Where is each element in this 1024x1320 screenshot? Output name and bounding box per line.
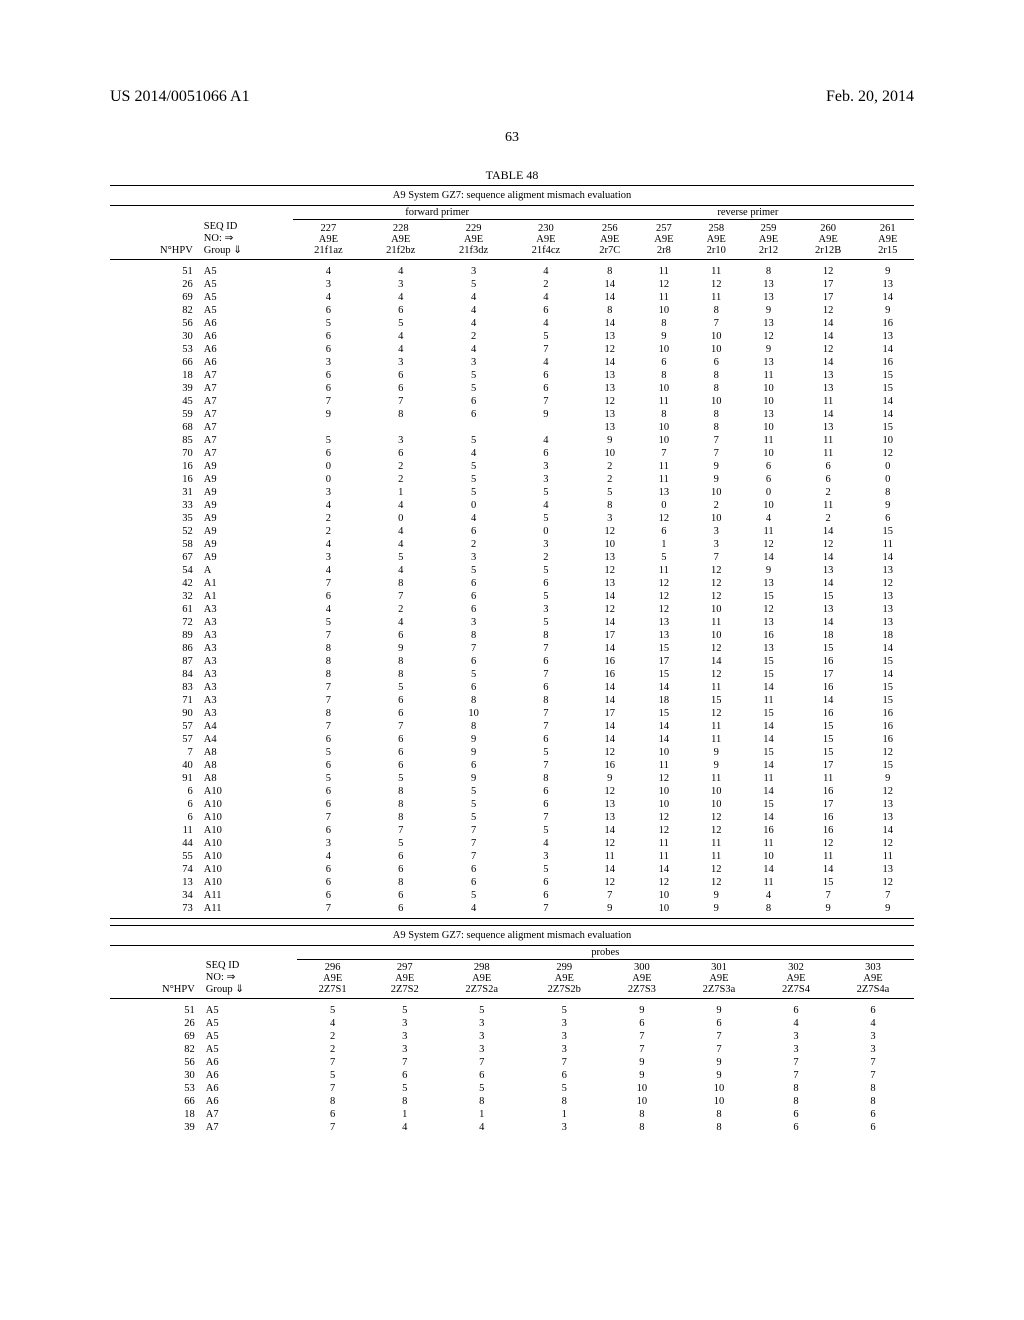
table-row: 67A935321357141414	[110, 551, 914, 564]
table2: probes N°HPV SEQ ID NO: ⇒ Group ⇓ 296A9E…	[110, 946, 914, 1138]
table-row: 7A8569512109151512	[110, 746, 914, 759]
table1: forward primer reverse primer N°HPV SEQ …	[110, 206, 914, 919]
table2-col: 299A9E2Z7S2b	[523, 959, 606, 999]
table-row: 61A34263121210121313	[110, 603, 914, 616]
col2-nhpv: N°HPV	[110, 959, 203, 999]
table-row: 44A103574121111111212	[110, 837, 914, 850]
table-row: 39A774438866	[110, 1121, 914, 1137]
page-number: 63	[0, 130, 1024, 146]
table-row: 68A713108101315	[110, 421, 914, 434]
table-row: 45A77767121110101114	[110, 395, 914, 408]
table-row: 91A855989121111119	[110, 772, 914, 785]
table1-col: 228A9E21f2bz	[364, 220, 437, 260]
table-row: 11A106775141212161614	[110, 824, 914, 837]
table-row: 26A543336644	[110, 1017, 914, 1030]
table-row: 89A37688171310161818	[110, 629, 914, 642]
table-row: 73A1176479109899	[110, 902, 914, 919]
table-label: TABLE 48	[110, 168, 914, 183]
table-row: 90A386107171512151616	[110, 707, 914, 720]
table-row: 34A1166567109477	[110, 889, 914, 902]
table-row: 56A677779977	[110, 1056, 914, 1069]
table-row: 54A445512111291313	[110, 564, 914, 577]
table-row: 56A655441487131416	[110, 317, 914, 330]
table-row: 85A753549107111110	[110, 434, 914, 447]
table2-col: 296A9E2Z7S1	[297, 959, 369, 999]
rev-primer-header: reverse primer	[582, 206, 914, 220]
table-row: 40A8666716119141715	[110, 759, 914, 772]
table-row: 51A555559966	[110, 1004, 914, 1017]
table2-col: 303A9E2Z7S4a	[832, 959, 914, 999]
table-row: 53A67555101088	[110, 1082, 914, 1095]
col2-seqid: SEQ ID NO: ⇒ Group ⇓	[203, 959, 297, 999]
table-row: 84A38857161512151714	[110, 668, 914, 681]
col-seqid: SEQ ID NO: ⇒ Group ⇓	[201, 220, 293, 260]
table-row: 70A766461077101112	[110, 447, 914, 460]
table-row: 30A6642513910121413	[110, 330, 914, 343]
table-row: 53A6644712101091214	[110, 343, 914, 356]
table-row: 6A106856121010141612	[110, 785, 914, 798]
col-nhpv: N°HPV	[110, 220, 201, 260]
doc-date: Feb. 20, 2014	[826, 88, 914, 106]
table1-col: 261A9E2r15	[862, 220, 914, 260]
table1-col: 229A9E21f3dz	[437, 220, 510, 260]
table-row: 82A5664681089129	[110, 304, 914, 317]
table2-col: 298A9E2Z7S2a	[441, 959, 523, 999]
table-row: 66A68888101088	[110, 1095, 914, 1108]
table-row: 66A633341466131416	[110, 356, 914, 369]
table-row: 16A902532119660	[110, 460, 914, 473]
table1-col: 256A9E2r7C	[582, 220, 638, 260]
table2-caption: A9 System GZ7: sequence aligment mismach…	[110, 925, 914, 946]
table-row: 74A106665141412141413	[110, 863, 914, 876]
table-row: 86A38977141512131514	[110, 642, 914, 655]
table-row: 42A17866131212131412	[110, 577, 914, 590]
table-row: 87A38866161714151615	[110, 655, 914, 668]
table2-col: 301A9E2Z7S3a	[678, 959, 760, 999]
table1-col: 257A9E2r8	[638, 220, 690, 260]
fwd-primer-header: forward primer	[293, 206, 582, 220]
doc-number: US 2014/0051066 A1	[110, 88, 250, 106]
table-row: 82A523337733	[110, 1043, 914, 1056]
table-row: 33A9440480210119	[110, 499, 914, 512]
table1-col: 230A9E21f4cz	[510, 220, 582, 260]
table-row: 55A104673111111101111	[110, 850, 914, 863]
table-row: 26A53352141212131713	[110, 278, 914, 291]
table-row: 57A47787141411141516	[110, 720, 914, 733]
table1-col: 258A9E2r10	[690, 220, 742, 260]
table1-col: 260A9E2r12B	[795, 220, 862, 260]
table-row: 18A761118866	[110, 1108, 914, 1121]
table-row: 32A16765141212151513	[110, 590, 914, 603]
table-row: 39A7665613108101315	[110, 382, 914, 395]
table-row: 6A106856131010151713	[110, 798, 914, 811]
probes-header: probes	[297, 946, 914, 960]
table-row: 83A37566141411141615	[110, 681, 914, 694]
table-row: 58A944231013121211	[110, 538, 914, 551]
table2-col: 300A9E2Z7S3	[606, 959, 678, 999]
table-row: 30A656669977	[110, 1069, 914, 1082]
table-row: 57A46696141411141516	[110, 733, 914, 746]
table-row: 16A902532119660	[110, 473, 914, 486]
table-row: 59A798691388131414	[110, 408, 914, 421]
table1-col: 259A9E2r12	[742, 220, 794, 260]
table-row: 71A37688141815111415	[110, 694, 914, 707]
table-row: 69A523337733	[110, 1030, 914, 1043]
table-row: 6A107857131212141613	[110, 811, 914, 824]
table-row: 72A35435141311131413	[110, 616, 914, 629]
table-row: 31A9315551310028	[110, 486, 914, 499]
table-row: 51A54434811118129	[110, 265, 914, 278]
table1-col: 227A9E21f1az	[293, 220, 365, 260]
table2-col: 297A9E2Z7S2	[369, 959, 441, 999]
table-row: 69A54444141111131714	[110, 291, 914, 304]
table-row: 52A924601263111415	[110, 525, 914, 538]
table-row: 13A106866121212111512	[110, 876, 914, 889]
table1-caption: A9 System GZ7: sequence aligment mismach…	[110, 185, 914, 206]
table-row: 35A9204531210426	[110, 512, 914, 525]
table-row: 18A766561388111315	[110, 369, 914, 382]
table2-col: 302A9E2Z7S4	[760, 959, 832, 999]
